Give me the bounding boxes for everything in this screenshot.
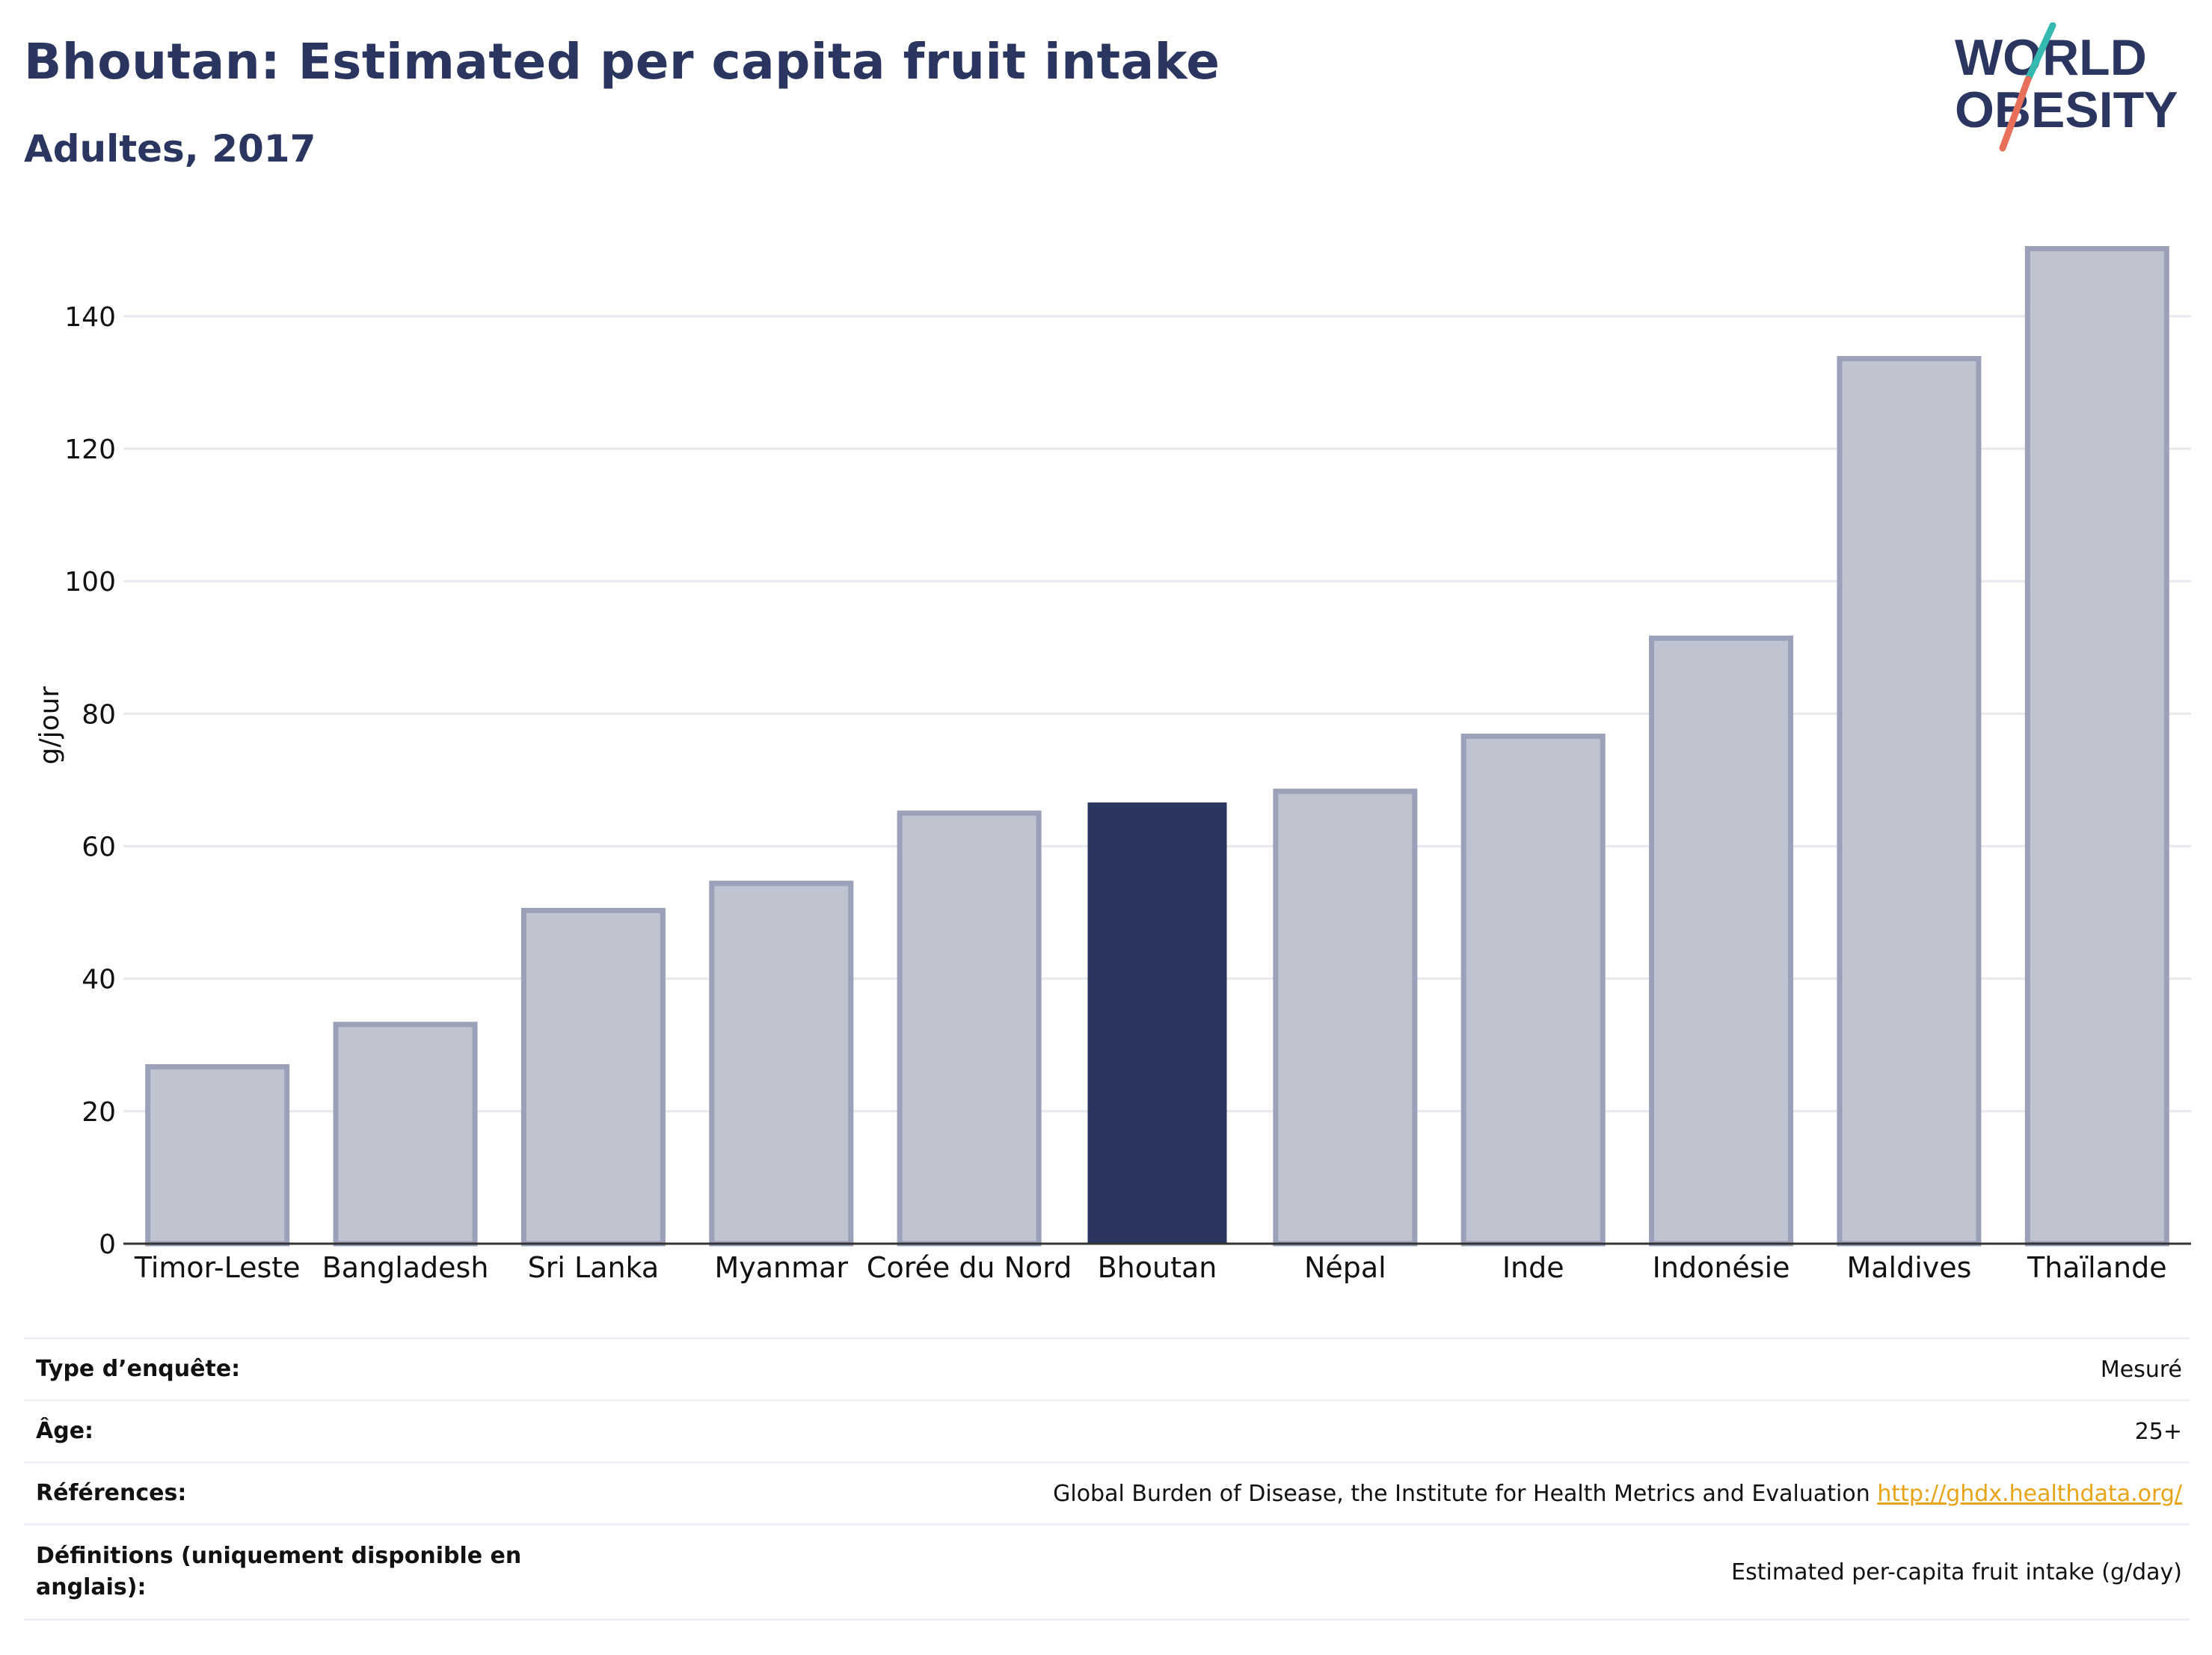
bar-bhoutan[interactable] — [1087, 802, 1227, 1244]
bar-sri-lanka[interactable] — [520, 907, 666, 1247]
survey-type-value: Mesuré — [2100, 1356, 2182, 1383]
references-value: Global Burden of Disease, the Institute … — [1053, 1481, 2182, 1507]
y-tick-label: 140 — [64, 302, 116, 333]
y-tick-label: 60 — [82, 832, 116, 863]
x-tick-label: Corée du Nord — [867, 1251, 1072, 1284]
bar-n-pal[interactable] — [1273, 788, 1418, 1247]
x-tick-label: Inde — [1502, 1251, 1564, 1284]
y-tick-label: 0 — [99, 1229, 116, 1260]
bars — [145, 246, 2169, 1247]
survey-type-label: Type d’enquête: — [36, 1356, 241, 1382]
x-tick-label: Myanmar — [714, 1251, 848, 1284]
logo-word-obesity: OBESITY — [1955, 82, 2178, 138]
age-label: Âge: — [36, 1418, 94, 1444]
meta-row-definitions: Définitions (uniquement disponible en an… — [24, 1523, 2190, 1621]
x-tick-label: Bhoutan — [1098, 1251, 1217, 1284]
y-tick-label: 40 — [82, 965, 116, 995]
metadata-table: Type d’enquête: Mesuré Âge: 25+ Référenc… — [24, 1337, 2190, 1621]
x-tick-label: Sri Lanka — [528, 1251, 660, 1284]
bar-chart: 0 20 40 60 80 100 120 140 Timor-Leste Bangladesh… — [34, 246, 2191, 1284]
x-tick-label: Thaïlande — [2027, 1251, 2167, 1284]
x-tick-label: Maldives — [1846, 1251, 1971, 1284]
bar-cor-e-du-nord[interactable] — [897, 810, 1042, 1247]
x-tick-label: Indonésie — [1653, 1251, 1790, 1284]
chart-title: Bhoutan: Estimated per capita fruit inta… — [24, 33, 1220, 90]
references-link[interactable]: http://ghdx.healthdata.org/ — [1877, 1480, 2182, 1507]
bar-tha-lande[interactable] — [2024, 246, 2169, 1247]
y-tick-label: 80 — [82, 699, 116, 730]
chart-subtitle: Adultes, 2017 — [24, 127, 316, 171]
definitions-value: Estimated per-capita fruit intake (g/day… — [1731, 1559, 2182, 1585]
bar-myanmar[interactable] — [709, 880, 854, 1247]
y-axis-label: g/jour — [34, 686, 65, 764]
y-tick-label: 100 — [64, 567, 116, 598]
x-tick-label: Népal — [1304, 1251, 1386, 1284]
x-tick-label: Bangladesh — [322, 1251, 489, 1284]
y-axis-ticks: 0 20 40 60 80 100 120 140 — [64, 302, 116, 1260]
meta-row-references: Références: Global Burden of Disease, th… — [24, 1461, 2190, 1523]
bar-maldives[interactable] — [1837, 356, 1982, 1247]
x-axis-labels: Timor-Leste Bangladesh Sri Lanka Myanmar Cor… — [134, 1251, 2167, 1284]
references-text: Global Burden of Disease, the Institute … — [1053, 1480, 1870, 1507]
references-label: Références: — [36, 1480, 187, 1506]
definitions-label: Définitions (uniquement disponible en an… — [36, 1543, 522, 1600]
meta-row-survey: Type d’enquête: Mesuré — [24, 1337, 2190, 1399]
age-value: 25+ — [2134, 1418, 2182, 1445]
logo-slash-coral — [1999, 76, 2032, 152]
meta-row-age: Âge: 25+ — [24, 1399, 2190, 1461]
logo-slash-teal — [2024, 22, 2056, 83]
bar-indon-sie[interactable] — [1649, 635, 1794, 1247]
world-obesity-logo: WORLD OBESITY — [1955, 22, 2178, 152]
logo-word-world: WORLD — [1955, 29, 2147, 86]
bar-inde[interactable] — [1460, 733, 1606, 1247]
bar-timor-leste[interactable] — [145, 1063, 290, 1247]
bar-bangladesh[interactable] — [333, 1022, 478, 1247]
x-tick-label: Timor-Leste — [134, 1251, 301, 1284]
y-tick-label: 120 — [64, 435, 116, 465]
y-tick-label: 20 — [82, 1097, 116, 1128]
